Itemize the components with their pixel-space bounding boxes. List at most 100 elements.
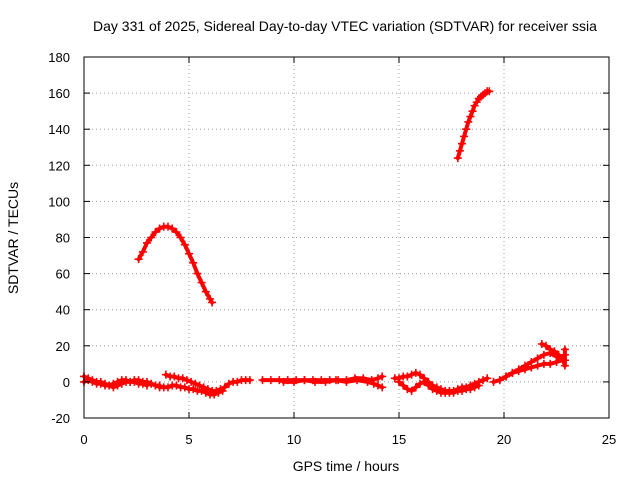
data-point	[105, 381, 114, 390]
data-point	[468, 107, 477, 116]
data-point	[416, 379, 424, 388]
data-point	[311, 377, 319, 386]
data-point	[172, 228, 181, 237]
y-tick-label: 180	[48, 50, 70, 65]
data-point	[428, 385, 437, 394]
data-point	[424, 381, 433, 390]
data-point	[363, 377, 372, 386]
data-point	[466, 385, 475, 394]
series-arc-8	[279, 376, 387, 392]
data-point	[527, 358, 536, 367]
data-point	[458, 139, 466, 148]
data-point	[550, 347, 559, 356]
data-point	[201, 388, 210, 397]
data-point	[474, 381, 483, 390]
data-point	[539, 350, 548, 359]
data-point	[321, 377, 330, 386]
series-trace	[455, 89, 492, 161]
y-axis-label: SDTVAR / TECUs	[5, 182, 21, 294]
data-point	[214, 388, 223, 397]
data-point	[84, 376, 93, 385]
data-point	[189, 385, 198, 394]
data-point	[332, 376, 340, 385]
series-arc-6	[155, 381, 227, 399]
data-point	[470, 383, 479, 392]
data-point	[449, 388, 458, 397]
data-point	[542, 341, 550, 350]
data-point	[275, 376, 284, 385]
data-layer	[80, 87, 569, 399]
data-point	[378, 372, 387, 381]
data-point	[147, 233, 156, 242]
data-point	[224, 379, 233, 388]
data-point	[178, 374, 187, 383]
tick-layer: 0 5 10 15 20 25 -20 0 20 40 60 80 100 120 140 160 180	[48, 50, 616, 447]
data-point	[407, 386, 416, 395]
data-point	[537, 339, 546, 348]
data-point	[403, 385, 412, 394]
data-point	[453, 154, 462, 163]
data-point	[210, 390, 219, 399]
data-point	[374, 381, 382, 390]
data-point	[455, 146, 464, 155]
data-point	[411, 383, 420, 392]
y-tick-label: -20	[51, 411, 70, 426]
data-point	[378, 383, 387, 392]
data-point	[420, 377, 429, 386]
data-point	[485, 87, 494, 96]
data-point	[187, 377, 196, 386]
y-tick-label: 20	[56, 339, 70, 354]
data-point	[353, 376, 361, 385]
x-axis-label: GPS time / hours	[293, 458, 400, 474]
x-tick-label: 15	[392, 432, 406, 447]
data-point	[180, 383, 189, 392]
data-point	[462, 125, 471, 134]
data-point	[122, 376, 130, 385]
series-arc-10	[395, 377, 483, 397]
x-tick-label: 0	[80, 432, 87, 447]
data-point	[189, 258, 198, 267]
data-point	[197, 386, 206, 395]
data-point	[416, 370, 424, 379]
data-point	[266, 376, 275, 385]
data-point	[508, 368, 517, 377]
data-point	[489, 377, 498, 386]
data-point	[218, 386, 227, 395]
data-point	[403, 372, 412, 381]
x-tick-label: 5	[185, 432, 192, 447]
y-tick-label: 160	[48, 86, 70, 101]
series-arc-1	[134, 222, 217, 307]
data-point	[143, 381, 151, 390]
data-point	[180, 240, 189, 249]
data-point	[495, 376, 504, 385]
y-tick-label: 120	[48, 158, 70, 173]
data-point	[147, 379, 156, 388]
data-point	[464, 117, 473, 126]
data-point	[245, 376, 254, 385]
data-point	[533, 354, 542, 363]
y-tick-label: 0	[63, 375, 70, 390]
data-point	[399, 381, 408, 390]
data-point	[521, 361, 529, 370]
data-point	[185, 249, 193, 258]
data-point	[483, 374, 492, 383]
data-point	[407, 370, 416, 379]
data-point	[395, 377, 403, 386]
data-point	[168, 224, 177, 233]
data-point	[134, 255, 143, 264]
data-point	[514, 365, 523, 374]
data-point	[176, 233, 185, 242]
data-point	[233, 377, 242, 386]
data-point	[466, 112, 475, 121]
data-point	[458, 386, 466, 395]
data-point	[170, 372, 179, 381]
data-point	[279, 377, 288, 386]
data-point	[151, 228, 160, 237]
y-tick-label: 60	[56, 267, 70, 282]
data-point	[432, 386, 441, 395]
data-point	[143, 238, 151, 247]
data-point	[138, 379, 147, 388]
data-point	[197, 278, 206, 287]
data-point	[109, 379, 118, 388]
data-point	[290, 377, 298, 386]
